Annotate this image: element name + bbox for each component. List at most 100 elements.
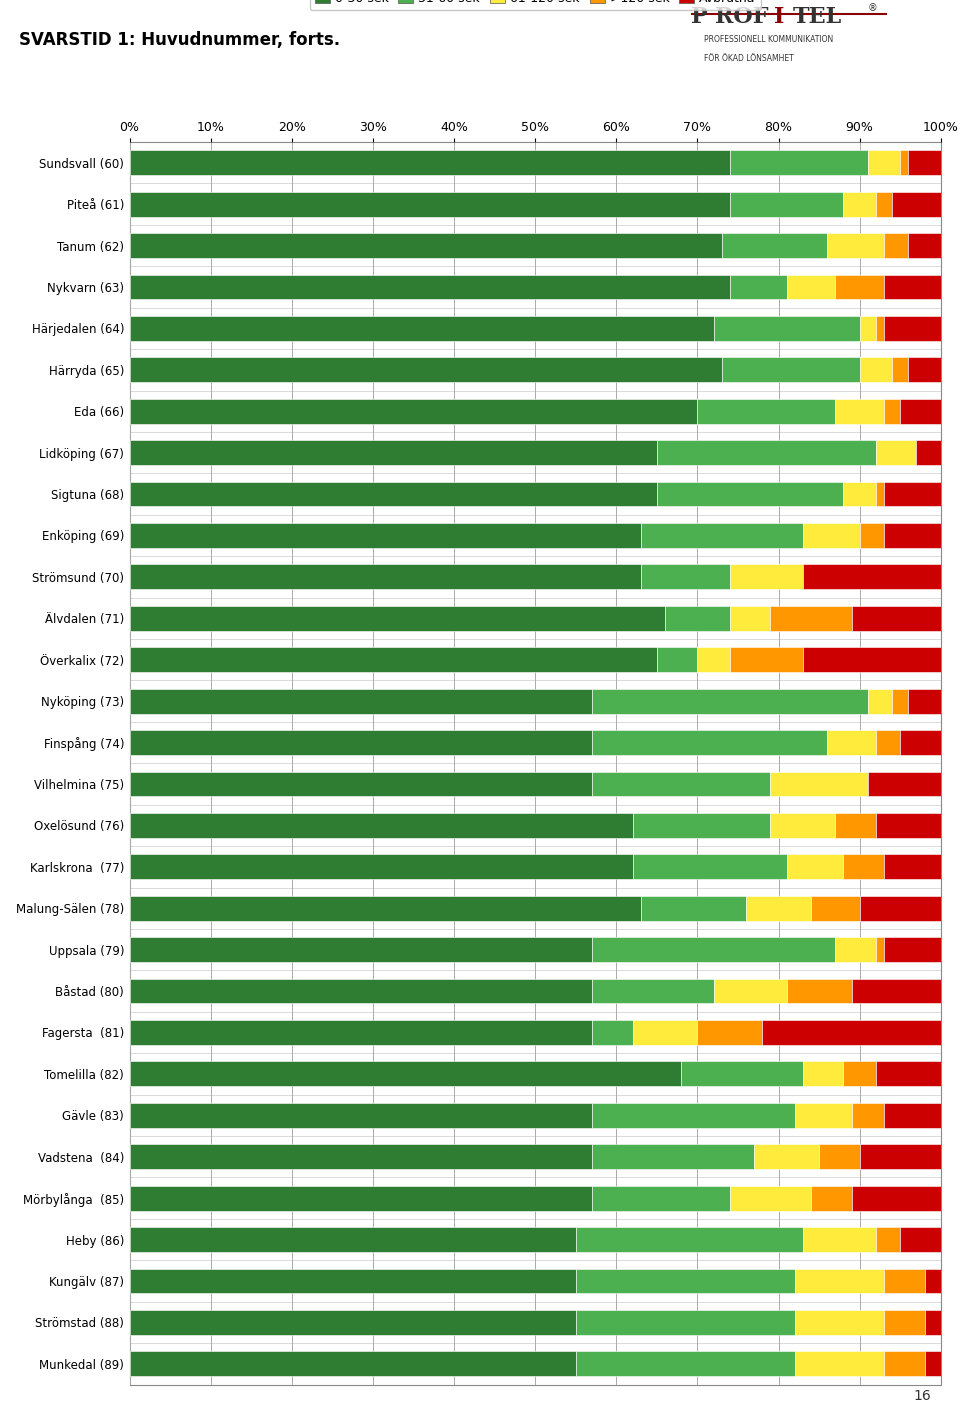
Bar: [884, 399, 900, 423]
Bar: [868, 771, 941, 797]
Bar: [876, 192, 892, 217]
Bar: [640, 523, 803, 548]
Bar: [786, 274, 835, 300]
Bar: [592, 689, 868, 713]
Bar: [892, 689, 908, 713]
Bar: [130, 1103, 592, 1127]
Bar: [908, 358, 941, 382]
Bar: [876, 812, 941, 838]
Bar: [130, 1352, 576, 1376]
Bar: [592, 1145, 755, 1169]
Bar: [130, 481, 657, 507]
Bar: [592, 1186, 730, 1210]
Bar: [713, 978, 786, 1004]
Bar: [697, 648, 730, 672]
Bar: [592, 1103, 795, 1127]
Bar: [130, 399, 697, 423]
Bar: [892, 192, 941, 217]
Bar: [130, 855, 633, 879]
Bar: [795, 1103, 852, 1127]
Bar: [803, 1227, 876, 1252]
Text: P: P: [691, 7, 708, 28]
Bar: [860, 358, 892, 382]
Bar: [130, 937, 592, 963]
Bar: [803, 1062, 844, 1086]
Bar: [771, 606, 852, 630]
Bar: [924, 1309, 941, 1335]
Bar: [852, 606, 941, 630]
Bar: [657, 648, 697, 672]
Bar: [828, 730, 876, 755]
Bar: [908, 689, 941, 713]
Bar: [884, 1268, 924, 1294]
Bar: [852, 1186, 941, 1210]
Bar: [884, 1352, 924, 1376]
Bar: [803, 523, 860, 548]
Bar: [835, 274, 884, 300]
Bar: [130, 1062, 682, 1086]
Text: SVARSTID 1: Huvudnummer, forts.: SVARSTID 1: Huvudnummer, forts.: [19, 31, 341, 50]
Bar: [876, 481, 884, 507]
Bar: [130, 689, 592, 713]
Bar: [859, 896, 941, 920]
Bar: [876, 317, 884, 341]
Bar: [859, 317, 876, 341]
Bar: [130, 1145, 592, 1169]
Bar: [884, 274, 941, 300]
Bar: [130, 1268, 576, 1294]
Bar: [900, 151, 908, 175]
Bar: [835, 399, 884, 423]
Bar: [633, 855, 786, 879]
Bar: [730, 1186, 811, 1210]
Bar: [811, 1186, 852, 1210]
Bar: [130, 606, 665, 630]
Bar: [884, 1309, 924, 1335]
Bar: [884, 233, 908, 258]
Bar: [844, 192, 876, 217]
Bar: [592, 978, 713, 1004]
Bar: [633, 812, 771, 838]
Bar: [682, 1062, 803, 1086]
Bar: [657, 440, 876, 466]
Bar: [592, 937, 835, 963]
Bar: [697, 399, 835, 423]
Bar: [665, 606, 730, 630]
Bar: [730, 151, 868, 175]
Bar: [884, 855, 941, 879]
Bar: [908, 233, 941, 258]
Text: I: I: [774, 7, 784, 28]
Bar: [722, 358, 860, 382]
Text: ROF: ROF: [714, 7, 768, 28]
Bar: [130, 730, 592, 755]
Bar: [640, 564, 730, 589]
Bar: [795, 1352, 884, 1376]
Bar: [730, 648, 803, 672]
Bar: [852, 978, 941, 1004]
Bar: [640, 896, 746, 920]
Bar: [130, 1227, 576, 1252]
Bar: [130, 151, 730, 175]
Bar: [130, 192, 730, 217]
Bar: [130, 648, 657, 672]
Bar: [852, 1103, 884, 1127]
Legend: 0-30 sek, 31-60 sek, 61-120 sek, >120 sek, Avbrutna: 0-30 sek, 31-60 sek, 61-120 sek, >120 se…: [309, 0, 761, 10]
Bar: [633, 1020, 697, 1045]
Text: ®: ®: [868, 3, 877, 13]
Bar: [876, 1227, 900, 1252]
Bar: [892, 358, 908, 382]
Bar: [803, 564, 941, 589]
Bar: [576, 1227, 803, 1252]
Bar: [924, 1352, 941, 1376]
Bar: [130, 812, 633, 838]
Bar: [835, 812, 876, 838]
Text: PROFESSIONELL KOMMUNIKATION: PROFESSIONELL KOMMUNIKATION: [704, 36, 833, 44]
Bar: [876, 1062, 941, 1086]
Bar: [130, 523, 640, 548]
Bar: [730, 274, 786, 300]
Bar: [924, 1268, 941, 1294]
Bar: [868, 151, 900, 175]
Bar: [592, 730, 828, 755]
Bar: [868, 689, 892, 713]
Bar: [722, 233, 828, 258]
Bar: [884, 937, 941, 963]
